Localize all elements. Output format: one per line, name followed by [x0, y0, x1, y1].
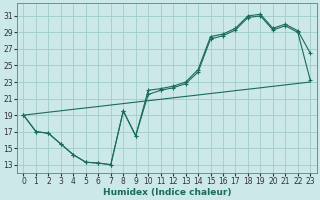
- X-axis label: Humidex (Indice chaleur): Humidex (Indice chaleur): [103, 188, 231, 197]
